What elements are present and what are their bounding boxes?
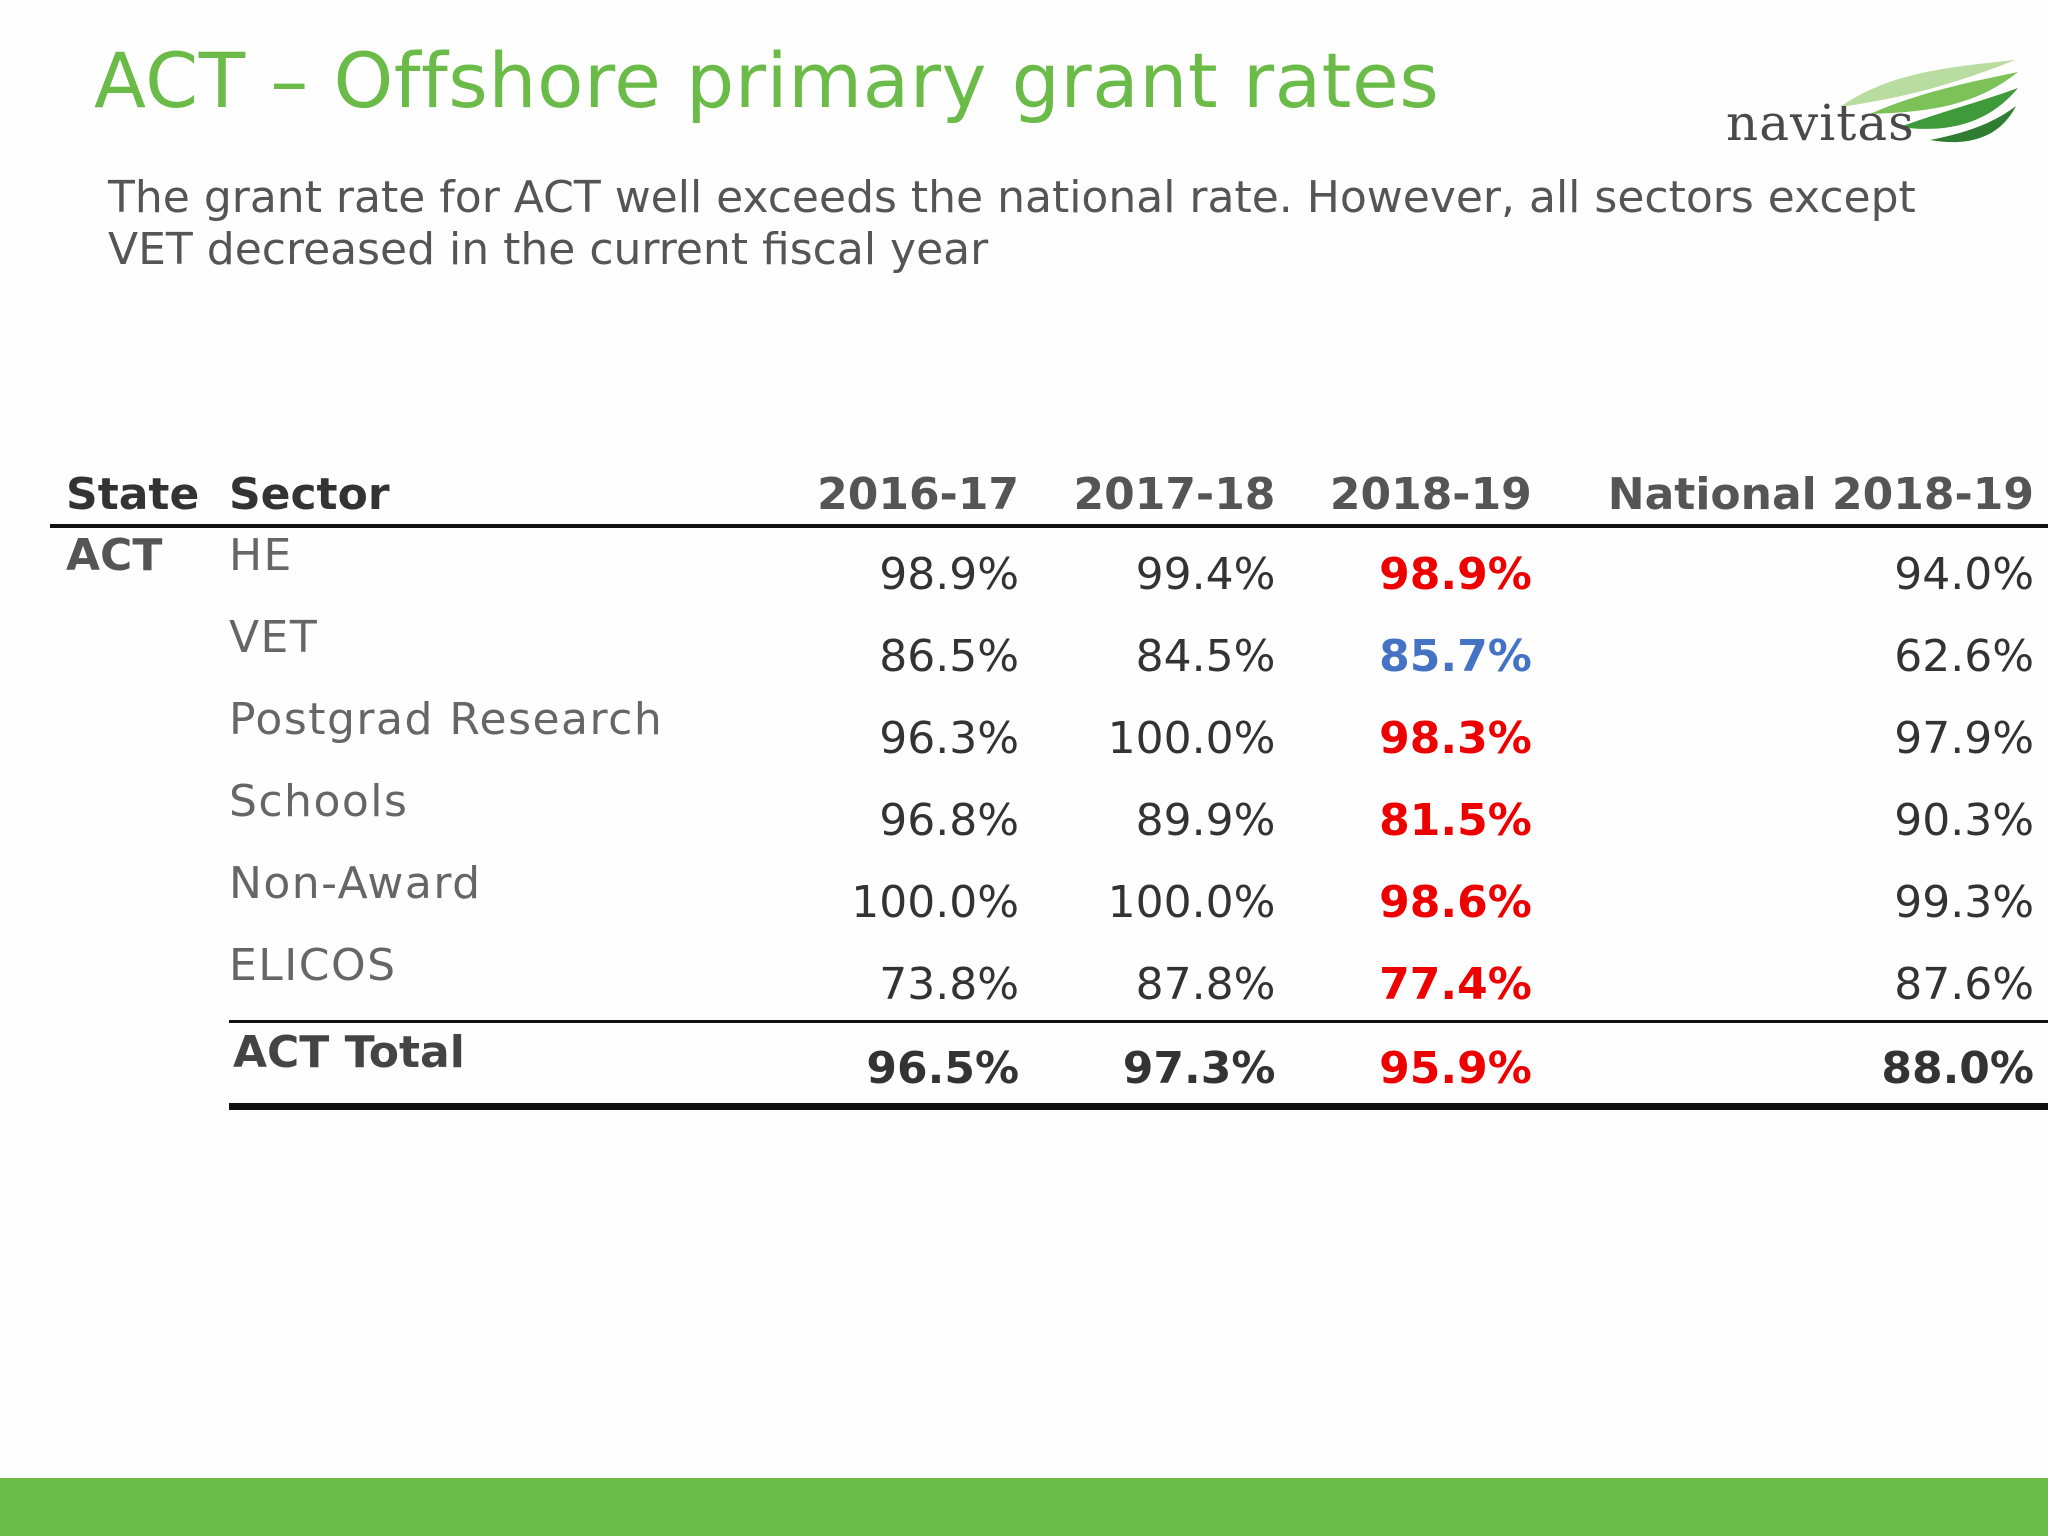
sector-cell: HE — [228, 530, 293, 581]
value-cell: 87.8% — [1135, 958, 1276, 1010]
current-year-cell: 77.4% — [1379, 958, 1532, 1010]
header-2017-18: 2017-18 — [1019, 460, 1276, 528]
value-cell: 73.8% — [879, 958, 1020, 1010]
sector-cell: Postgrad Research — [228, 694, 664, 745]
current-year-cell: 81.5% — [1379, 794, 1532, 846]
swoosh-icon — [1840, 60, 2018, 143]
national-cell: 90.3% — [1894, 794, 2034, 846]
national-cell: 62.6% — [1894, 630, 2034, 682]
national-cell: 94.0% — [1894, 548, 2034, 600]
total-row: ACT Total 96.5% 97.3% 95.9% 88.0% — [50, 1020, 2048, 1110]
table-row: ACT HE 98.9% 99.4% 98.9% 94.0% — [50, 526, 2048, 610]
value-cell: 96.3% — [879, 712, 1020, 764]
value-cell: 98.9% — [879, 548, 1020, 600]
total-label: ACT Total — [228, 1020, 763, 1110]
value-cell: 84.5% — [1135, 630, 1276, 682]
sector-cell: Schools — [228, 776, 409, 827]
table-row: ELICOS 73.8% 87.8% 77.4% 87.6% — [50, 938, 2048, 1022]
navitas-logo: navitas — [1720, 52, 2020, 152]
table-row: VET 86.5% 84.5% 85.7% 62.6% — [50, 610, 2048, 692]
total-national-cell: 88.0% — [1531, 1020, 2048, 1110]
table-row: Schools 96.8% 89.9% 81.5% 90.3% — [50, 774, 2048, 856]
current-year-cell: 98.6% — [1379, 876, 1532, 928]
header-sector: Sector — [228, 460, 763, 528]
current-year-cell: 85.7% — [1379, 630, 1532, 682]
table-row: Non-Award 100.0% 100.0% 98.6% 99.3% — [50, 856, 2048, 938]
total-current-year-cell: 95.9% — [1275, 1020, 1532, 1110]
value-cell: 100.0% — [1107, 712, 1276, 764]
total-value-cell: 96.5% — [762, 1020, 1020, 1110]
slide-subtitle: The grant rate for ACT well exceeds the … — [108, 172, 1916, 275]
header-2018-19: 2018-19 — [1275, 460, 1532, 528]
current-year-cell: 98.9% — [1379, 548, 1532, 600]
value-cell: 89.9% — [1135, 794, 1276, 846]
header-state: State — [50, 460, 229, 528]
table-row: Postgrad Research 96.3% 100.0% 98.3% 97.… — [50, 692, 2048, 774]
sector-cell: ELICOS — [228, 940, 397, 991]
total-value-cell: 97.3% — [1019, 1020, 1276, 1110]
header-2016-17: 2016-17 — [762, 460, 1020, 528]
value-cell: 99.4% — [1135, 548, 1276, 600]
current-year-cell: 98.3% — [1379, 712, 1532, 764]
value-cell: 96.8% — [879, 794, 1020, 846]
value-cell: 100.0% — [851, 876, 1020, 928]
sector-cell: Non-Award — [228, 858, 482, 909]
sector-cell: VET — [228, 612, 319, 663]
table-header-row: State Sector 2016-17 2017-18 2018-19 Nat… — [50, 460, 2048, 528]
national-cell: 97.9% — [1894, 712, 2034, 764]
logo-text: navitas — [1726, 94, 1915, 152]
slide-title: ACT – Offshore primary grant rates — [94, 36, 1440, 125]
value-cell: 86.5% — [879, 630, 1020, 682]
footer-bar — [0, 1478, 2048, 1536]
value-cell: 100.0% — [1107, 876, 1276, 928]
header-national: National 2018-19 — [1531, 460, 2048, 528]
state-cell: ACT — [66, 530, 163, 581]
national-cell: 87.6% — [1894, 958, 2034, 1010]
grant-rate-table: State Sector 2016-17 2017-18 2018-19 Nat… — [50, 460, 2048, 1110]
national-cell: 99.3% — [1894, 876, 2034, 928]
